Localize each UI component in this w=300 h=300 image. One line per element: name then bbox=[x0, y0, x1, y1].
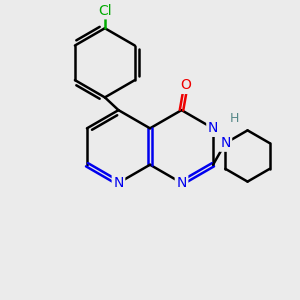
Text: N: N bbox=[113, 176, 124, 190]
Text: N: N bbox=[176, 176, 187, 190]
Text: Cl: Cl bbox=[98, 4, 112, 18]
Text: N: N bbox=[208, 121, 218, 135]
Text: O: O bbox=[181, 78, 191, 92]
Text: N: N bbox=[220, 136, 230, 150]
Text: H: H bbox=[230, 112, 240, 124]
